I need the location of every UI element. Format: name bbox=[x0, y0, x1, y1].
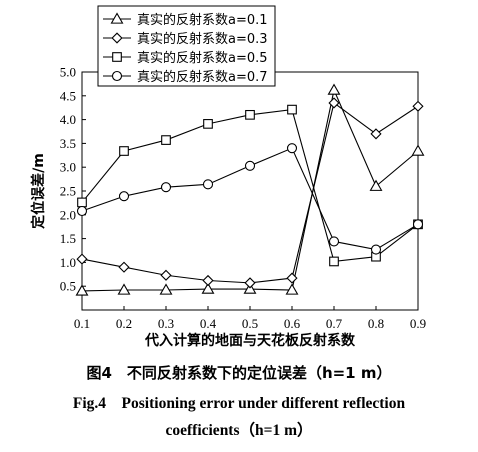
x-tick-label: 0.2 bbox=[116, 316, 132, 331]
plot-frame bbox=[81, 71, 419, 311]
x-tick-label: 0.7 bbox=[326, 316, 343, 331]
figure-caption-en-line2: coefficients（h=1 m） bbox=[165, 422, 313, 439]
data-point-s3-5 bbox=[286, 143, 298, 154]
x-axis-label: 代入计算的地面与天花板反射系数 bbox=[144, 332, 356, 349]
x-tick-label: 0.3 bbox=[158, 316, 174, 331]
series-lines bbox=[81, 88, 419, 292]
legend-marker-3 bbox=[111, 70, 123, 82]
chart: 0.1 0.2 0.3 0.4 0.5 0.6 0.7 0.8 0.9 0.5 1.0 1.5 2.0 2… bbox=[30, 5, 426, 350]
y-tick-label: 4.5 bbox=[60, 88, 76, 103]
data-point-s0-2 bbox=[159, 283, 173, 295]
data-point-s2-6 bbox=[329, 256, 339, 267]
legend-label-0: 真实的反射系数a=0.1 bbox=[137, 12, 268, 28]
data-point-s0-6 bbox=[327, 83, 341, 95]
data-point-s1-7 bbox=[370, 128, 382, 140]
data-point-s3-7 bbox=[370, 244, 382, 255]
data-point-s3-1 bbox=[118, 191, 130, 202]
data-point-s1-3 bbox=[202, 274, 214, 287]
legend-label-3: 真实的反射系数a=0.7 bbox=[137, 69, 268, 85]
legend-marker-2 bbox=[112, 52, 122, 62]
data-point-s3-3 bbox=[202, 179, 214, 190]
data-point-s1-0 bbox=[76, 253, 88, 265]
figure-caption-en-line1: Fig.4 Positioning error under different … bbox=[72, 395, 406, 412]
data-point-s3-0 bbox=[76, 205, 88, 217]
y-tick-label: 2.5 bbox=[60, 184, 76, 199]
data-point-s0-5 bbox=[285, 283, 299, 295]
legend-marker-0 bbox=[110, 12, 124, 24]
data-point-s2-4 bbox=[245, 109, 255, 120]
data-point-s1-2 bbox=[160, 269, 172, 281]
y-tick-label: 5.0 bbox=[60, 65, 76, 80]
y-tick-label: 0.5 bbox=[60, 279, 76, 294]
data-point-s2-5 bbox=[287, 104, 297, 115]
data-point-s1-1 bbox=[118, 261, 130, 273]
axes: 0.1 0.2 0.3 0.4 0.5 0.6 0.7 0.8 0.9 0.5 1.0 1.5 2.0 2… bbox=[30, 65, 426, 350]
legend-label-1: 真实的反射系数a=0.3 bbox=[137, 31, 268, 47]
data-point-s2-2 bbox=[161, 135, 171, 145]
data-point-s0-8 bbox=[411, 144, 425, 156]
x-tick-label: 0.1 bbox=[74, 316, 90, 331]
series-line-0 bbox=[81, 88, 419, 292]
series-line-1 bbox=[81, 102, 419, 284]
data-point-s2-1 bbox=[119, 146, 129, 156]
y-tick-label: 4.0 bbox=[60, 112, 76, 127]
series-markers bbox=[75, 83, 425, 296]
series-line-2 bbox=[81, 108, 419, 263]
y-tick-label: 1.0 bbox=[60, 255, 76, 270]
data-point-s1-6 bbox=[328, 97, 340, 109]
x-tick-label: 0.8 bbox=[368, 316, 384, 331]
x-tick-label: 0.9 bbox=[410, 316, 426, 331]
data-point-s0-0 bbox=[75, 284, 89, 296]
data-point-s2-3 bbox=[203, 119, 213, 129]
data-point-s2-0 bbox=[77, 197, 87, 208]
figure-caption-zh: 图4 不同反射系数下的定位误差（h=1 m） bbox=[86, 364, 392, 382]
data-point-s1-5 bbox=[286, 272, 298, 284]
data-point-s3-8 bbox=[412, 219, 424, 230]
legend-label-2: 真实的反射系数a=0.5 bbox=[137, 50, 268, 66]
data-point-s1-8 bbox=[412, 100, 424, 112]
y-tick-label: 3.5 bbox=[60, 136, 76, 151]
legend: 真实的反射系数a=0.1 真实的反射系数a=0.3 真实的反射系数a=0.5 真实的反… bbox=[97, 5, 276, 87]
legend-marker-1 bbox=[111, 32, 123, 44]
y-tick-label: 2.0 bbox=[60, 207, 76, 222]
y-tick-label: 3.0 bbox=[60, 160, 76, 175]
y-axis-label: 定位误差/m bbox=[30, 153, 47, 229]
data-point-s0-7 bbox=[369, 179, 383, 191]
x-tick-label: 0.6 bbox=[284, 316, 301, 331]
y-tick-label: 1.5 bbox=[60, 231, 76, 246]
data-point-s3-6 bbox=[328, 236, 340, 247]
data-point-s0-1 bbox=[117, 283, 131, 295]
x-tick-label: 0.4 bbox=[200, 316, 217, 331]
data-point-s1-4 bbox=[244, 277, 256, 289]
data-point-s0-3 bbox=[201, 282, 215, 294]
x-tick-label: 0.5 bbox=[242, 316, 258, 331]
data-point-s3-4 bbox=[244, 160, 256, 171]
data-point-s3-2 bbox=[160, 182, 172, 193]
